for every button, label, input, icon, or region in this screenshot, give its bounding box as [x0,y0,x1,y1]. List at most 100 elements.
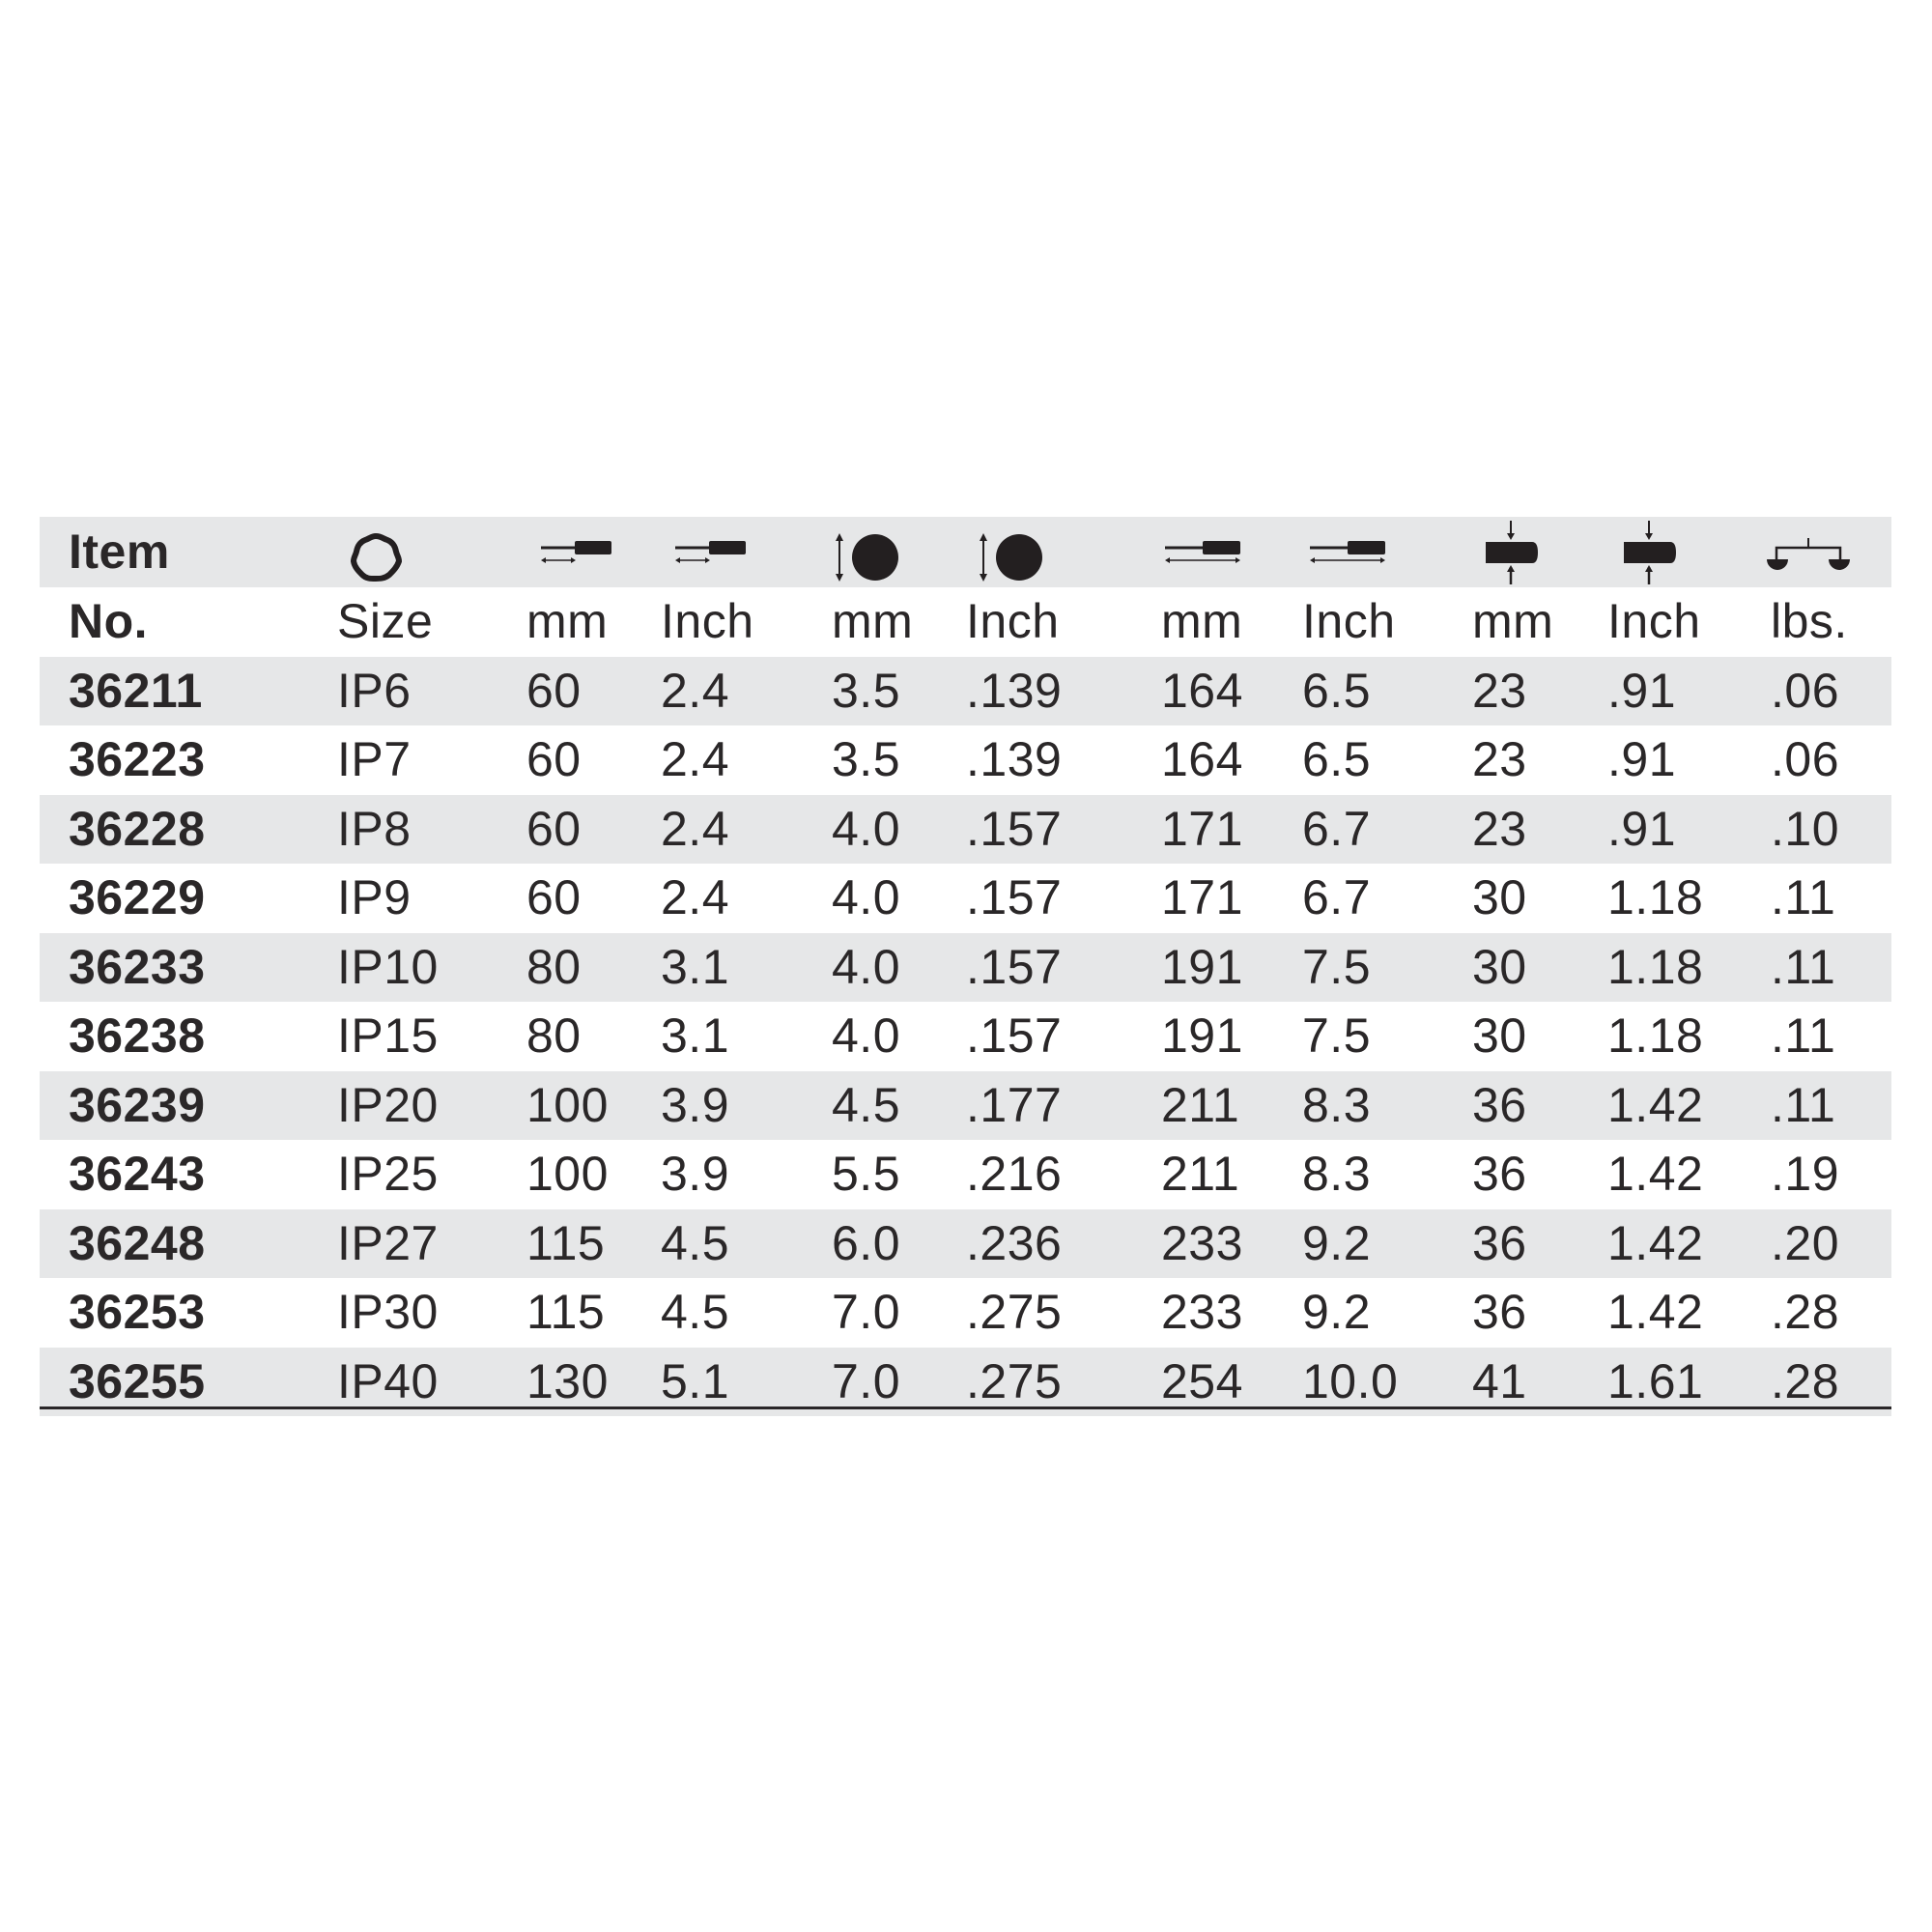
table-cell: .28 [1771,1353,1840,1408]
table-cell: 36 [1472,1215,1527,1270]
table-cell: 3.1 [661,939,730,994]
table-cell: .216 [966,1147,1063,1201]
table-bottom-rule [40,1406,1891,1409]
table-cell: 4.5 [661,1285,730,1339]
table-cell: IP7 [337,732,412,786]
table-cell: IP20 [337,1077,439,1132]
table-row: 36223 IP7 60 2.4 3.5 .139 164 6.5 23 .91 .06 [40,725,1891,795]
item-number: 36228 [69,801,206,856]
column-header: Inch [661,594,754,648]
table-cell: 7.5 [1302,1009,1372,1063]
table-cell: 36 [1472,1147,1527,1201]
table-cell: 80 [526,939,582,994]
table-cell: 4.5 [661,1215,730,1270]
overall-length-icon [1163,530,1244,583]
item-number: 36223 [69,732,206,786]
overall-length-icon [1308,530,1389,583]
table-cell: 1.18 [1607,870,1704,924]
table-cell: 30 [1472,939,1527,994]
table-cell: .157 [966,1009,1063,1063]
table-cell: 1.42 [1607,1077,1704,1132]
table-cell: 60 [526,732,582,786]
table-cell: IP9 [337,870,412,924]
table-cell: 1.18 [1607,939,1704,994]
item-number: 36233 [69,939,206,994]
table-cell: 10.0 [1302,1353,1399,1408]
table-cell: 60 [526,663,582,718]
table-row: 36239 IP20 100 3.9 4.5 .177 211 8.3 36 1.42 .11 [40,1070,1891,1140]
table-cell: 164 [1161,732,1243,786]
table-cell: IP27 [337,1215,439,1270]
column-header: mm [1161,594,1243,648]
table-cell: 211 [1161,1077,1240,1132]
table-cell: .06 [1771,663,1840,718]
table-cell: IP15 [337,1009,439,1063]
table-cell: 6.5 [1302,732,1372,786]
table-cell: 5.5 [832,1147,901,1201]
table-cell: 2.4 [661,870,730,924]
table-cell: IP30 [337,1285,439,1339]
column-header: Size [337,594,434,648]
blade-diameter-icon [976,530,1047,589]
table-cell: 115 [526,1215,606,1270]
table-cell: 171 [1161,870,1243,924]
item-number: 36255 [69,1353,206,1408]
item-number: 36211 [69,663,203,718]
handle-diameter-icon [1620,521,1682,589]
table-cell: 3.5 [832,732,901,786]
table-cell: 36 [1472,1285,1527,1339]
item-number: 36239 [69,1077,206,1132]
table-cell: 2.4 [661,663,730,718]
table-cell: 6.7 [1302,801,1372,856]
table-cell: 23 [1472,663,1527,718]
table-cell: 23 [1472,801,1527,856]
item-number: 36248 [69,1215,206,1270]
header-units-row: No. Size mm Inch mm Inch mm Inch mm Inch lbs. [40,587,1891,657]
table-body: 36211 IP6 60 2.4 3.5.139 164 6.5 23.91.06 36223 I… [40,656,1891,1416]
table-cell: IP8 [337,801,412,856]
table-cell: .157 [966,801,1063,856]
table-cell: 4.0 [832,870,901,924]
table-cell: .236 [966,1215,1063,1270]
table-cell: 4.0 [832,801,901,856]
table-cell: 23 [1472,732,1527,786]
item-number: 36243 [69,1147,206,1201]
table-cell: .11 [1771,1077,1836,1132]
table-cell: 3.1 [661,1009,730,1063]
blade-length-icon [673,530,751,583]
table-cell: .91 [1607,663,1677,718]
table-cell: 3.5 [832,663,901,718]
table-cell: IP40 [337,1353,439,1408]
table-cell: 191 [1161,939,1243,994]
table-cell: 233 [1161,1215,1243,1270]
table-row: 36229 IP9 60 2.4 4.0 .157 171 6.7 30 1.18 .11 [40,864,1891,933]
table-cell: IP25 [337,1147,439,1201]
table-cell: 36 [1472,1077,1527,1132]
table-cell: .06 [1771,732,1840,786]
torx-plus-profile-icon [349,530,403,589]
table-cell: .139 [966,663,1063,718]
blade-length-icon [539,530,616,583]
table-cell: .19 [1771,1147,1840,1201]
table-cell: .157 [966,939,1063,994]
table-cell: .11 [1771,870,1836,924]
table-cell: .11 [1771,1009,1836,1063]
table-cell: 100 [526,1077,609,1132]
header-icons-row: Item [40,517,1891,587]
table-cell: 41 [1472,1353,1527,1408]
table-cell: 6.7 [1302,870,1372,924]
column-header: Inch [1607,594,1701,648]
table-row: 36248 IP27 115 4.5 6.0 .236 233 9.2 36 1.42 .20 [40,1208,1891,1278]
table-cell: 80 [526,1009,582,1063]
table-row: 36238 IP15 80 3.1 4.0 .157 191 7.5 30 1.18 .11 [40,1002,1891,1071]
column-header: mm [1472,594,1554,648]
table-cell: 254 [1161,1353,1243,1408]
column-header: Inch [1302,594,1396,648]
column-header: lbs. [1771,594,1848,648]
table-cell: 1.61 [1607,1353,1704,1408]
table-cell: 3.9 [661,1077,730,1132]
table-cell: .91 [1607,801,1677,856]
weight-scale-icon [1767,530,1850,583]
table-cell: 4.5 [832,1077,901,1132]
table-cell: 1.42 [1607,1285,1704,1339]
